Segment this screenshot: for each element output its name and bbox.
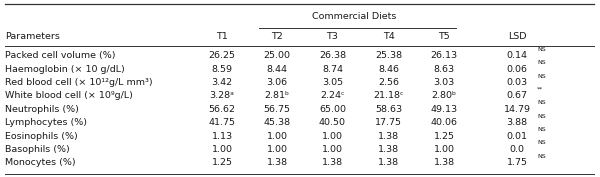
Text: Red blood cell (× 10¹²g/L mm³): Red blood cell (× 10¹²g/L mm³) [5, 78, 152, 87]
Text: 14.79: 14.79 [504, 105, 531, 114]
Text: 26.25: 26.25 [209, 51, 235, 60]
Text: 3.88: 3.88 [506, 118, 528, 127]
Text: 2.56: 2.56 [379, 78, 400, 87]
Text: Eosinophils (%): Eosinophils (%) [5, 132, 77, 141]
Text: 1.00: 1.00 [266, 145, 288, 154]
Text: T4: T4 [383, 32, 395, 41]
Text: 49.13: 49.13 [430, 105, 458, 114]
Text: 2.80ᵇ: 2.80ᵇ [431, 91, 457, 100]
Text: 0.14: 0.14 [507, 51, 528, 60]
Text: 8.46: 8.46 [379, 65, 400, 74]
Text: 8.44: 8.44 [266, 65, 288, 74]
Text: T3: T3 [326, 32, 338, 41]
Text: Monocytes (%): Monocytes (%) [5, 158, 76, 167]
Text: **: ** [537, 87, 543, 92]
Text: Commercial Diets: Commercial Diets [312, 12, 396, 21]
Text: 25.00: 25.00 [264, 51, 290, 60]
Text: 41.75: 41.75 [209, 118, 235, 127]
Text: White blood cell (× 10⁹g/L): White blood cell (× 10⁹g/L) [5, 91, 133, 100]
Text: Parameters: Parameters [5, 32, 59, 41]
Text: 40.50: 40.50 [319, 118, 346, 127]
Text: 1.25: 1.25 [433, 132, 455, 141]
Text: 3.42: 3.42 [211, 78, 233, 87]
Text: 1.38: 1.38 [433, 158, 455, 167]
Text: NS: NS [537, 154, 545, 159]
Text: NS: NS [537, 47, 545, 52]
Text: 1.00: 1.00 [433, 145, 455, 154]
Text: 8.59: 8.59 [212, 65, 233, 74]
Text: 56.75: 56.75 [264, 105, 290, 114]
Text: 0.06: 0.06 [507, 65, 528, 74]
Text: T1: T1 [216, 32, 228, 41]
Text: 0.01: 0.01 [507, 132, 528, 141]
Text: 25.38: 25.38 [375, 51, 403, 60]
Text: NS: NS [537, 100, 545, 105]
Text: 1.38: 1.38 [378, 132, 400, 141]
Text: 26.38: 26.38 [319, 51, 346, 60]
Text: 17.75: 17.75 [376, 118, 403, 127]
Text: 1.38: 1.38 [378, 145, 400, 154]
Text: Packed cell volume (%): Packed cell volume (%) [5, 51, 115, 60]
Text: 2.24ᶜ: 2.24ᶜ [320, 91, 345, 100]
Text: 58.63: 58.63 [375, 105, 403, 114]
Text: 2.81ᵇ: 2.81ᵇ [265, 91, 290, 100]
Text: LSD: LSD [508, 32, 526, 41]
Text: 8.63: 8.63 [433, 65, 455, 74]
Text: 1.00: 1.00 [212, 145, 233, 154]
Text: Lymphocytes (%): Lymphocytes (%) [5, 118, 87, 127]
Text: 1.13: 1.13 [211, 132, 233, 141]
Text: 3.06: 3.06 [266, 78, 288, 87]
Text: 0.0: 0.0 [510, 145, 525, 154]
Text: 1.38: 1.38 [322, 158, 343, 167]
Text: 1.00: 1.00 [322, 145, 343, 154]
Text: Neutrophils (%): Neutrophils (%) [5, 105, 79, 114]
Text: 3.28ᵃ: 3.28ᵃ [209, 91, 235, 100]
Text: 1.25: 1.25 [212, 158, 233, 167]
Text: 8.74: 8.74 [322, 65, 343, 74]
Text: 1.75: 1.75 [507, 158, 528, 167]
Text: T5: T5 [438, 32, 450, 41]
Text: 3.05: 3.05 [322, 78, 343, 87]
Text: 40.06: 40.06 [431, 118, 458, 127]
Text: Haemoglobin (× 10 g/dL): Haemoglobin (× 10 g/dL) [5, 65, 125, 74]
Text: 1.38: 1.38 [266, 158, 288, 167]
Text: 65.00: 65.00 [319, 105, 346, 114]
Text: 1.00: 1.00 [266, 132, 288, 141]
Text: 3.03: 3.03 [433, 78, 455, 87]
Text: 56.62: 56.62 [209, 105, 235, 114]
Text: NS: NS [537, 74, 545, 79]
Text: NS: NS [537, 127, 545, 132]
Text: NS: NS [537, 114, 545, 119]
Text: 26.13: 26.13 [430, 51, 458, 60]
Text: 21.18ᶜ: 21.18ᶜ [373, 91, 404, 100]
Text: T2: T2 [271, 32, 283, 41]
Text: 0.03: 0.03 [506, 78, 528, 87]
Text: 1.00: 1.00 [322, 132, 343, 141]
Text: NS: NS [537, 141, 545, 145]
Text: 0.67: 0.67 [507, 91, 528, 100]
Text: 1.38: 1.38 [378, 158, 400, 167]
Text: 45.38: 45.38 [263, 118, 291, 127]
Text: NS: NS [537, 60, 545, 65]
Text: Basophils (%): Basophils (%) [5, 145, 70, 154]
